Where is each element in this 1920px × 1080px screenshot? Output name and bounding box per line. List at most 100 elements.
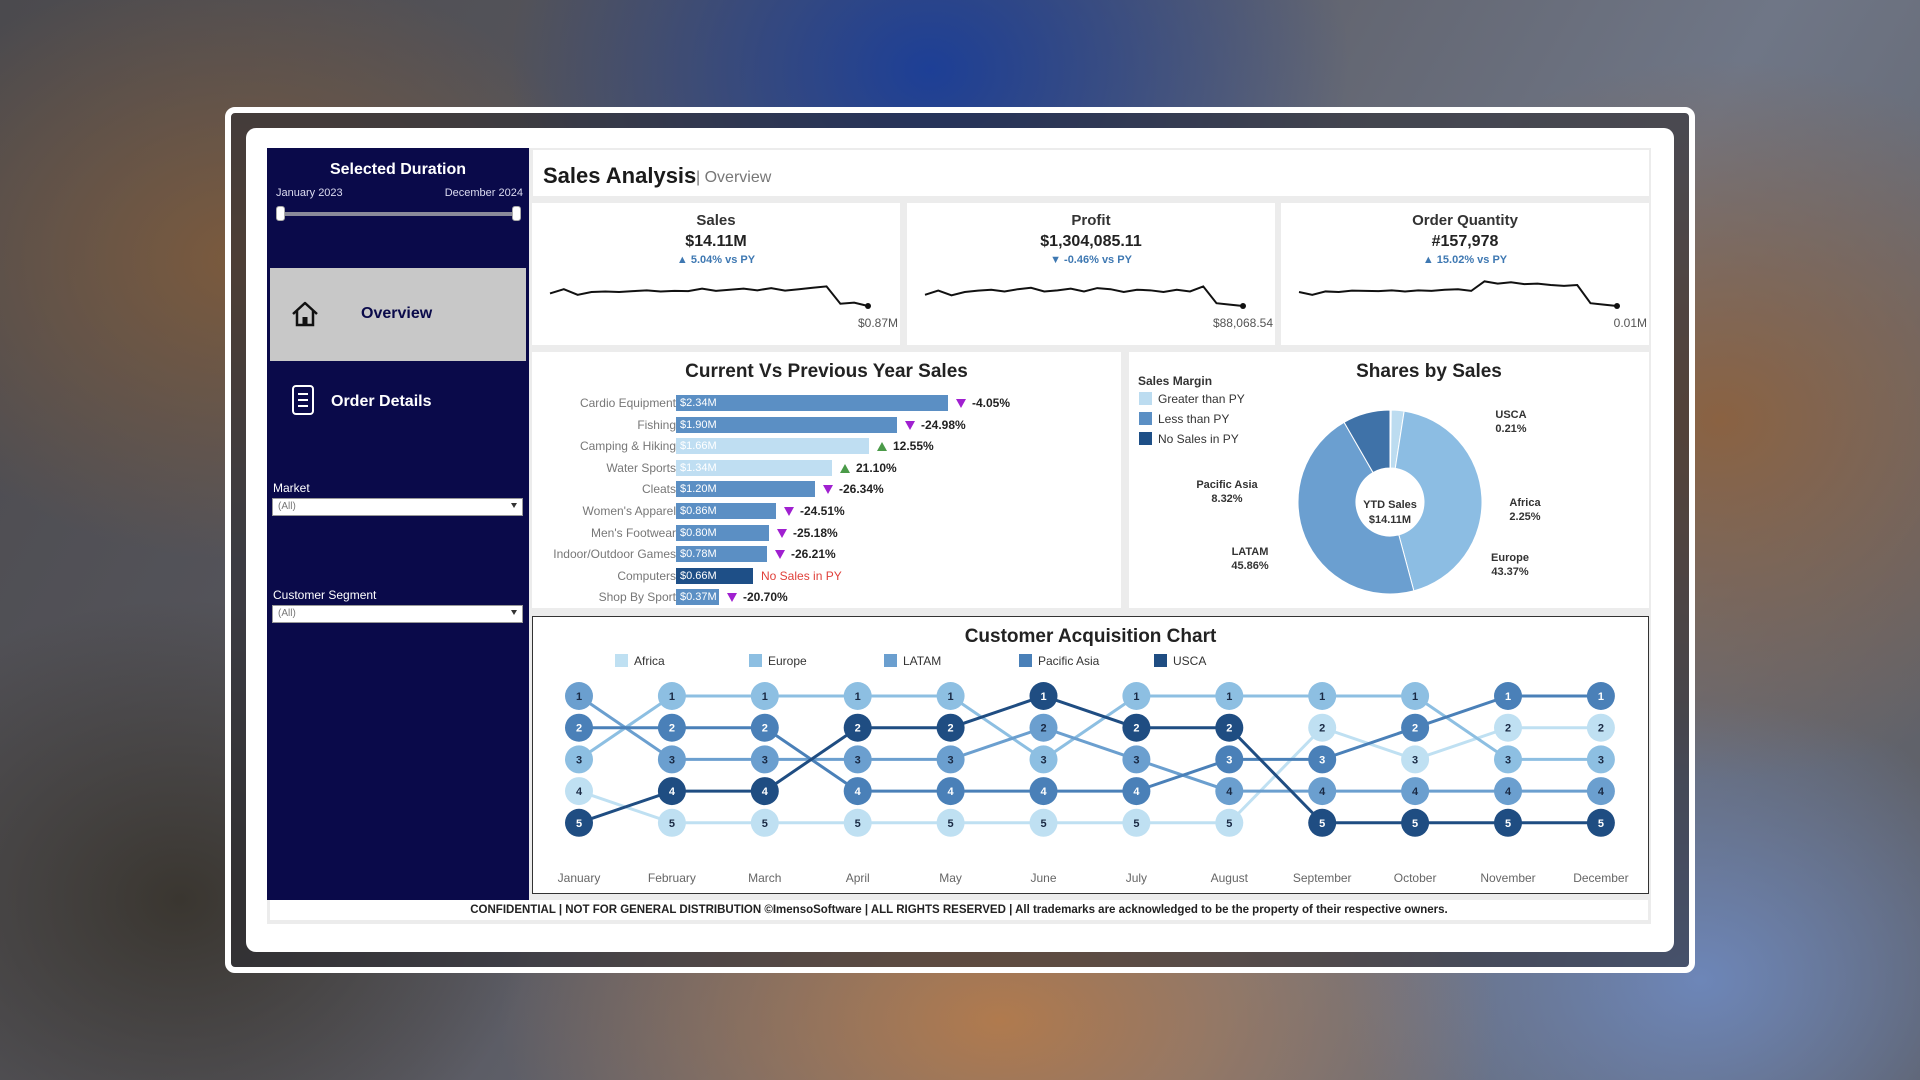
cvp-bar[interactable]: $0.86M [676,503,776,519]
acq-rank-marker[interactable]: 4 [1029,777,1058,806]
acq-rank-label: 3 [948,754,954,766]
segment-filter-select[interactable]: (All) [272,605,523,623]
kpi-card-profit: Profit $1,304,085.11 ▼ -0.46% vs PY $88,… [907,203,1275,345]
acq-rank-marker[interactable]: 1 [1215,682,1244,710]
acq-rank-marker[interactable]: 1 [1401,682,1430,710]
acq-rank-marker[interactable]: 5 [1401,808,1430,837]
nav-overview[interactable]: Overview [270,268,526,361]
acq-rank-marker[interactable]: 5 [657,808,686,837]
acq-rank-marker[interactable]: 1 [1029,682,1058,710]
acq-rank-marker[interactable]: 4 [657,777,686,806]
cvp-bar-row[interactable]: Computers $0.66M No Sales in PY [532,567,1132,585]
acq-rank-marker[interactable]: 4 [936,777,965,806]
acq-rank-marker[interactable]: 4 [843,777,872,806]
acq-rank-marker[interactable]: 2 [843,713,872,742]
acq-rank-marker[interactable]: 5 [1494,808,1522,837]
cvp-bar[interactable]: $1.90M [676,416,897,433]
acq-rank-marker[interactable]: 4 [565,777,593,806]
kpi-delta: ▲ 15.02% vs PY [1422,254,1508,266]
acq-rank-marker[interactable]: 3 [1401,745,1430,774]
cvp-bar-row[interactable]: Men's Footwear $0.80M -25.18% [532,524,1132,542]
acq-rank-marker[interactable]: 1 [750,682,779,710]
acq-rank-marker[interactable]: 2 [1494,713,1522,742]
acq-rank-marker[interactable]: 1 [1122,682,1151,710]
acq-rank-marker[interactable]: 1 [936,682,965,710]
acq-rank-marker[interactable]: 3 [1122,745,1151,774]
acq-rank-marker[interactable]: 3 [1029,745,1058,774]
legend-label: Europe [768,654,807,668]
cvp-bar[interactable]: $0.66M [676,567,753,584]
cvp-bar-row[interactable]: Fishing $1.90M -24.98% [532,416,1132,434]
shares-title: Shares by Sales [1356,361,1502,382]
acq-rank-marker[interactable]: 1 [1586,682,1615,710]
acq-rank-marker[interactable]: 3 [1586,745,1615,774]
acq-rank-marker[interactable]: 3 [1494,745,1522,774]
cvp-bar-row[interactable]: Shop By Sport $0.37M -20.70% [532,588,1132,606]
duration-slider-end-handle[interactable] [512,206,521,221]
cvp-bar-row[interactable]: Water Sports $1.34M 21.10% [532,459,1132,477]
cvp-bar[interactable]: $0.37M [676,589,719,606]
cvp-bar-row[interactable]: Cleats $1.20M -26.34% [532,480,1132,498]
cvp-bar[interactable]: $0.80M [676,524,769,541]
acq-rank-marker[interactable]: 5 [750,808,779,837]
acq-rank-marker[interactable]: 5 [565,808,593,837]
acq-rank-marker[interactable]: 1 [1494,682,1522,710]
acq-rank-label: 3 [1226,754,1232,766]
acq-rank-marker[interactable]: 2 [936,713,965,742]
cvp-delta-text: 21.10% [856,460,897,475]
acq-rank-marker[interactable]: 2 [1308,713,1337,742]
acq-rank-circle [750,777,779,806]
cvp-bar-list: Cardio Equipment $2.34M -4.05% Fishing $1.90… [532,394,1121,606]
market-filter-select[interactable]: (All) [272,498,523,516]
acq-rank-marker[interactable]: 1 [657,682,686,710]
cvp-bar-row[interactable]: Camping & Hiking $1.66M 12.55% [532,437,1132,455]
acq-rank-marker[interactable]: 5 [936,808,965,837]
acq-rank-marker[interactable]: 4 [1586,777,1615,806]
acq-rank-marker[interactable]: 5 [1215,808,1244,837]
acq-rank-marker[interactable]: 3 [657,745,686,774]
acq-rank-marker[interactable]: 5 [1308,808,1337,837]
acq-rank-marker[interactable]: 3 [1308,745,1337,774]
cvp-bar[interactable]: $2.34M [676,395,948,411]
acq-rank-label: 4 [1412,786,1419,798]
acq-rank-marker[interactable]: 4 [1122,777,1151,806]
acq-rank-marker[interactable]: 5 [843,808,872,837]
acq-rank-marker[interactable]: 4 [1494,777,1522,806]
acq-rank-marker[interactable]: 4 [1308,777,1337,806]
duration-slider-track[interactable] [280,212,516,216]
cvp-bar[interactable]: $1.34M [676,459,832,476]
acq-rank-marker[interactable]: 2 [1122,713,1151,742]
acq-rank-marker[interactable]: 1 [1308,682,1337,710]
triangle-down-icon [905,420,915,430]
acq-rank-marker[interactable]: 4 [750,777,779,806]
acq-rank-marker[interactable]: 2 [1401,713,1430,742]
acq-rank-marker[interactable]: 5 [1029,808,1058,837]
nav-order-details[interactable]: Order Details [270,368,526,448]
acq-rank-marker[interactable]: 5 [1586,808,1615,837]
cvp-delta-text: -24.98% [921,417,966,432]
acq-rank-marker[interactable]: 3 [750,745,779,774]
cvp-bar-row[interactable]: Women's Apparel $0.86M -24.51% [532,502,1132,520]
cvp-bar[interactable]: $1.66M [676,438,869,455]
acq-rank-marker[interactable]: 2 [1215,713,1244,742]
acq-rank-marker[interactable]: 2 [750,713,779,742]
acq-rank-label: 3 [1505,754,1511,766]
acq-rank-marker[interactable]: 3 [565,745,593,774]
acq-rank-marker[interactable]: 2 [1586,713,1615,742]
cvp-bar[interactable]: $0.78M [676,546,767,563]
acq-rank-marker[interactable]: 5 [1122,808,1151,837]
acq-rank-marker[interactable]: 3 [936,745,965,774]
cvp-bar-row[interactable]: Indoor/Outdoor Games $0.78M -26.21% [532,545,1132,563]
acq-rank-marker[interactable]: 4 [1215,777,1244,806]
acq-rank-marker[interactable]: 4 [1401,777,1430,806]
acq-rank-marker[interactable]: 3 [843,745,872,774]
duration-slider-start-handle[interactable] [276,206,285,221]
acq-rank-marker[interactable]: 1 [843,682,872,710]
acq-rank-marker[interactable]: 1 [565,682,593,710]
cvp-bar[interactable]: $1.20M [676,481,815,498]
acq-rank-marker[interactable]: 2 [657,713,686,742]
acq-rank-marker[interactable]: 2 [565,713,593,742]
cvp-bar-row[interactable]: Cardio Equipment $2.34M -4.05% [532,394,1132,412]
acq-rank-marker[interactable]: 3 [1215,745,1244,774]
acq-rank-marker[interactable]: 2 [1029,713,1058,742]
